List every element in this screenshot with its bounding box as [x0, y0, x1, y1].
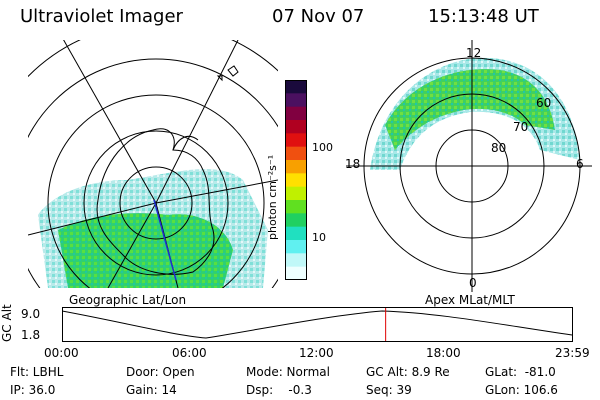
- left-panel-caption: Geographic Lat/Lon: [69, 293, 187, 307]
- geographic-map: [28, 40, 278, 288]
- colorbar-segment: [285, 146, 307, 161]
- colorbar-segment: [285, 200, 307, 214]
- seq-info: Seq: 39: [366, 383, 412, 397]
- colorbar-segment: [285, 93, 307, 108]
- colorbar-segment: [285, 266, 307, 280]
- mlt-label-18: 18: [345, 157, 361, 171]
- altitude-plot: [62, 307, 573, 342]
- mode-info: Mode: Normal: [246, 365, 330, 379]
- colorbar: [285, 80, 307, 280]
- colorbar-segment: [285, 160, 307, 174]
- instrument-title: Ultraviolet Imager: [20, 6, 183, 27]
- door-info: Door: Open: [126, 365, 195, 379]
- mlt-label-0: 0: [469, 276, 477, 290]
- altitude-ytick-low: 1.8: [21, 328, 41, 342]
- altitude-ytick-high: 9.0: [21, 307, 41, 321]
- magnetic-polar-map: [346, 40, 592, 292]
- colorbar-segment: [285, 120, 307, 134]
- time-tick-0000: 00:00: [44, 346, 79, 360]
- mlt-label-12: 12: [466, 46, 482, 60]
- colorbar-segment: [285, 80, 307, 94]
- glon-info: GLon: 106.6: [485, 383, 558, 397]
- colorbar-segment: [285, 213, 307, 228]
- time-tick-1200: 12:00: [299, 346, 334, 360]
- dsp-info: Dsp: -0.3: [246, 383, 312, 397]
- colorbar-segment: [285, 173, 307, 188]
- colorbar-segment: [285, 106, 307, 121]
- mlat-label-80: 80: [491, 141, 507, 155]
- time-tick-2359: 23:59: [555, 346, 590, 360]
- filter-info: Flt: LBHL: [10, 365, 64, 379]
- colorbar-segment: [285, 186, 307, 201]
- altitude-ylabel: GC Alt: [0, 304, 14, 342]
- gain-info: Gain: 14: [126, 383, 177, 397]
- right-panel-caption: Apex MLat/MLT: [425, 293, 515, 307]
- ip-info: IP: 36.0: [10, 383, 56, 397]
- image-date: 07 Nov 07: [272, 6, 365, 27]
- colorbar-segment: [285, 240, 307, 254]
- colorbar-tick-100: 100: [312, 141, 333, 154]
- colorbar-segment: [285, 253, 307, 268]
- time-tick-0600: 06:00: [172, 346, 207, 360]
- time-tick-1800: 18:00: [426, 346, 461, 360]
- colorbar-unit-label: photon cm⁻²s⁻¹: [266, 154, 279, 240]
- colorbar-tick-10: 10: [312, 231, 326, 244]
- mlat-label-70: 70: [513, 120, 529, 134]
- colorbar-segment: [285, 133, 307, 148]
- image-time: 15:13:48 UT: [428, 6, 539, 27]
- mlat-label-60: 60: [536, 96, 552, 110]
- colorbar-segment: [285, 226, 307, 241]
- glat-info: GLat: -81.0: [485, 365, 556, 379]
- mlt-label-6: 6: [576, 157, 584, 171]
- gc-alt-info: GC Alt: 8.9 Re: [366, 365, 450, 379]
